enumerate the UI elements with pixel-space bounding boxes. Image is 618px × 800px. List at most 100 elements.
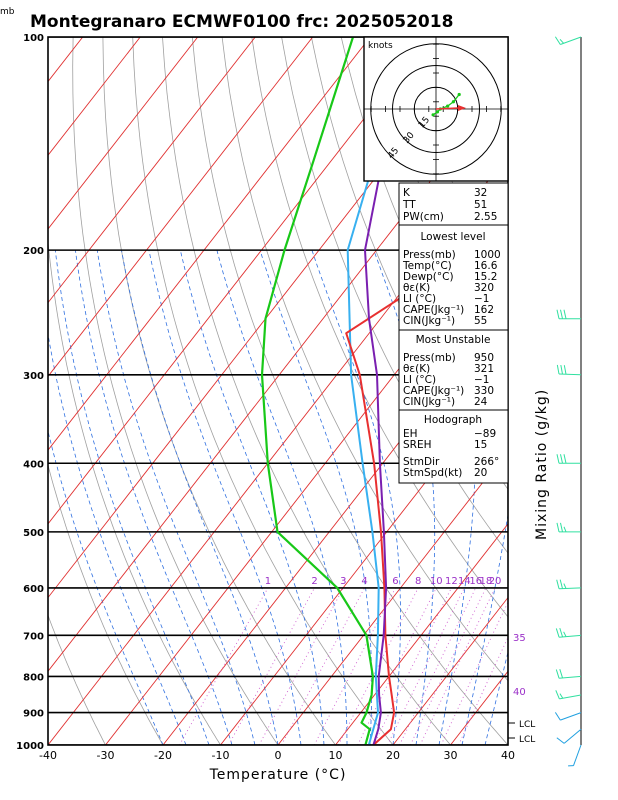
hodo-label: SREH [403, 439, 432, 451]
wind-barb [556, 364, 582, 376]
moist-adiabat-line [484, 650, 508, 745]
index-value-k: 32 [474, 187, 487, 199]
dry-adiabat-line [191, 37, 508, 745]
dry-adiabat-line [48, 238, 221, 745]
wind-barb-shaft [563, 728, 582, 744]
x-tick-label: -30 [97, 749, 115, 762]
indices-panel-frame [398, 182, 509, 484]
x-tick-labels: -40 -30 -20 -10 0 10 20 30 40 [39, 749, 515, 762]
dry-adiabat-line [550, 37, 618, 745]
hodo-label: EH [403, 428, 418, 440]
mu-label: CAPE(Jkg⁻¹) [403, 385, 464, 397]
temperature-profile-line [364, 37, 429, 745]
wind-barb-flag [556, 522, 560, 532]
mixing-ratio-label: 2 [311, 576, 317, 587]
pressure-tick-label: 100 [23, 33, 44, 44]
lowest-value: 162 [474, 304, 494, 316]
wind-barb-flag [556, 579, 560, 589]
mixing-ratio-label: 8 [415, 576, 421, 587]
wind-barb-flag [559, 627, 564, 638]
hodograph-point [451, 100, 455, 104]
right-label-35: 35 [513, 633, 526, 644]
mu-label: LI (°C) [403, 374, 436, 386]
x-tick-label: 10 [329, 749, 343, 762]
mixing-ratio-label: 14 [458, 576, 471, 587]
hodograph-point [457, 92, 461, 97]
hodograph-heading: Hodograph [424, 414, 482, 426]
index-label-tt: TT [402, 199, 416, 211]
dewpoint-profile-line [260, 37, 374, 745]
moist-adiabat-line [48, 429, 164, 745]
lowest-value: 1000 [474, 249, 501, 261]
hodograph-ring [392, 65, 480, 153]
x-tick-label: -20 [154, 749, 172, 762]
wind-barb-flag [559, 579, 563, 589]
lowest-label: CIN(Jkg⁻¹) [403, 315, 455, 327]
lowest-label: LI (°C) [403, 293, 436, 305]
lowest-label: Dewp(°C) [403, 271, 454, 283]
hodo-label: StmDir [403, 456, 440, 468]
wind-barb [556, 522, 581, 533]
wind-barb-flag [560, 522, 563, 532]
index-label-k: K [403, 187, 411, 199]
x-tick-label: -40 [39, 749, 57, 762]
pressure-tick-label: 600 [23, 584, 44, 595]
pressure-tick-label: 200 [23, 246, 44, 257]
pressure-unit-label: mb [0, 7, 15, 17]
hodograph-point [446, 104, 450, 108]
hodograph-unit-label: knots [368, 41, 393, 51]
mixing-ratio-line [409, 587, 487, 745]
storm-motion-arrowhead [458, 105, 466, 111]
isotherm-line [48, 37, 141, 156]
dry-adiabat-line [221, 37, 508, 682]
storm-motion-vector [435, 107, 459, 110]
dry-adiabat-line [580, 37, 618, 745]
wind-barb-flag [563, 631, 567, 637]
isotherm-line [105, 228, 508, 745]
moist-adiabat-line [179, 250, 325, 745]
wind-barb [555, 690, 582, 700]
dry-adiabat-line [72, 37, 279, 745]
mixing-ratio-label: 20 [489, 576, 502, 587]
mixing-ratio-lines [179, 587, 508, 745]
moist-adiabat-line [259, 249, 372, 745]
mixing-ratio-label: 6 [392, 576, 398, 587]
mixing-ratio-line [258, 587, 344, 745]
wind-barb-flag [563, 526, 567, 533]
wind-barb [556, 579, 582, 590]
right-label-40: 40 [513, 687, 526, 698]
mu-value: −1 [474, 374, 489, 386]
hodograph-ring [370, 43, 502, 175]
pressure-tick-label: 400 [23, 459, 44, 470]
most-unstable-heading: Most Unstable [416, 334, 491, 346]
mu-value: 24 [474, 396, 488, 408]
indices-panel: K 32 TT 51 PW(cm) 2.55 Lowest level Pres… [398, 182, 509, 484]
mu-value: 330 [474, 385, 494, 397]
wind-barb [555, 669, 582, 679]
lowest-value: 16.6 [474, 260, 498, 272]
wind-barb [556, 309, 581, 320]
mixing-ratio-label: 10 [430, 576, 443, 587]
wind-barb-flag [556, 454, 560, 464]
wind-barb-shaft [560, 36, 582, 45]
x-tick-label: -10 [212, 749, 230, 762]
wind-barb-flag [554, 36, 561, 45]
moist-adiabat-line [121, 250, 279, 745]
moist-adiabat-line [216, 249, 348, 745]
dry-adiabat-line [132, 37, 394, 745]
moist-adiabat-line [438, 249, 476, 745]
wind-barb [556, 728, 582, 744]
isotherm-line [48, 37, 429, 525]
mu-label: Press(mb) [403, 352, 456, 364]
wind-barb-flag [563, 583, 567, 589]
lowest-level-heading: Lowest level [420, 231, 485, 243]
mu-label: θε(K) [403, 363, 430, 375]
isotherm-line [48, 37, 199, 230]
moist-adiabat-line [507, 743, 508, 745]
mixing-ratio-axis-title: Mixing Ratio (g/kg) [534, 389, 550, 540]
lowest-value: 15.2 [474, 271, 497, 283]
wind-barb-flag [556, 737, 565, 744]
